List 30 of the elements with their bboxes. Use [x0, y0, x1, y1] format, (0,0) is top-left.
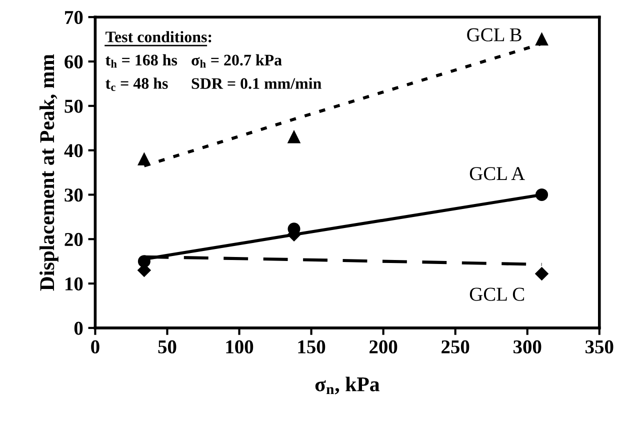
annotation: Test conditions: [106, 31, 212, 42]
y-tick-label: 20 [64, 232, 83, 246]
series-label: GCL C [470, 288, 524, 301]
x-tick-label: 250 [442, 340, 470, 354]
point [535, 267, 548, 280]
x-tick-label: 0 [91, 340, 100, 354]
x-tick-label: 350 [586, 340, 614, 354]
y-tick-label: 40 [64, 144, 83, 158]
y-tick-label: 10 [66, 277, 83, 290]
x-tick-label: 150 [298, 340, 326, 354]
annotation: SDR = 0.1 mm/min [192, 78, 322, 90]
x-tick-label: 300 [514, 340, 542, 354]
y-tick-label: 70 [65, 10, 83, 24]
series-label: GCL B [467, 28, 522, 42]
x-tick-label: 100 [226, 340, 254, 354]
x-tick-label: 200 [370, 340, 398, 354]
x-axis-title: σ$_{n}$, kPa [315, 376, 380, 394]
point [138, 152, 150, 166]
y-tick-label: 0 [74, 322, 83, 335]
point [288, 130, 300, 144]
y-axis-title: Displacement at Peak, mm [40, 54, 58, 291]
point [536, 33, 548, 46]
x-tick-label: 50 [158, 340, 176, 354]
y-tick-label: 60 [64, 55, 83, 68]
series-label: GCL A [470, 167, 525, 180]
y-tick-label: 30 [64, 188, 83, 202]
annotation: t$_{h}$ = 168 hs [106, 54, 178, 68]
y-tick-label: 50 [64, 100, 83, 113]
annotation: σ$_{h}$ = 20.7 kPa [192, 54, 282, 68]
annotation: t$_{c}$ = 48 hs [106, 78, 168, 91]
